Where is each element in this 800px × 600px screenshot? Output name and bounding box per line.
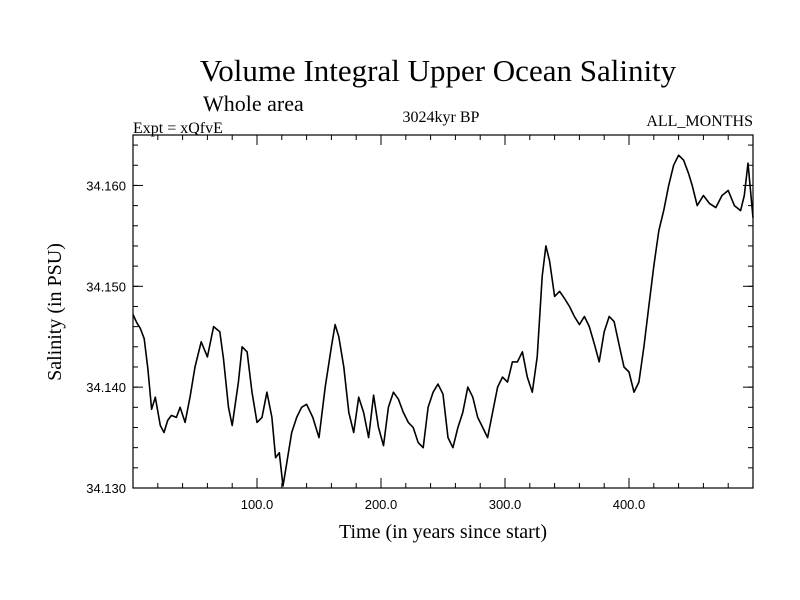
salinity-series-line bbox=[132, 154, 754, 487]
period-label: 3024kyr BP bbox=[403, 109, 480, 126]
x-axis-ticks bbox=[157, 135, 729, 488]
y-tick-label: 34.150 bbox=[86, 279, 126, 294]
x-axis-tick-labels: 100.0 200.0 300.0 400.0 bbox=[241, 497, 646, 512]
y-tick-label: 34.130 bbox=[86, 481, 126, 496]
chart-subtitle: Whole area bbox=[203, 91, 304, 116]
chart-title: Volume Integral Upper Ocean Salinity bbox=[200, 53, 677, 88]
x-tick-label: 400.0 bbox=[613, 497, 646, 512]
x-tick-label: 100.0 bbox=[241, 497, 274, 512]
y-tick-label: 34.160 bbox=[86, 178, 126, 193]
experiment-label: Expt = xQfvE bbox=[133, 120, 223, 137]
y-axis-tick-labels: 34.130 34.140 34.150 34.160 bbox=[86, 178, 126, 496]
plot-frame bbox=[132, 134, 754, 489]
x-tick-label: 200.0 bbox=[365, 497, 398, 512]
x-tick-label: 300.0 bbox=[489, 497, 522, 512]
y-tick-label: 34.140 bbox=[86, 380, 126, 395]
y-axis-label: Salinity (in PSU) bbox=[44, 243, 66, 381]
x-axis-label: Time (in years since start) bbox=[339, 521, 547, 543]
months-label: ALL_MONTHS bbox=[646, 113, 753, 130]
